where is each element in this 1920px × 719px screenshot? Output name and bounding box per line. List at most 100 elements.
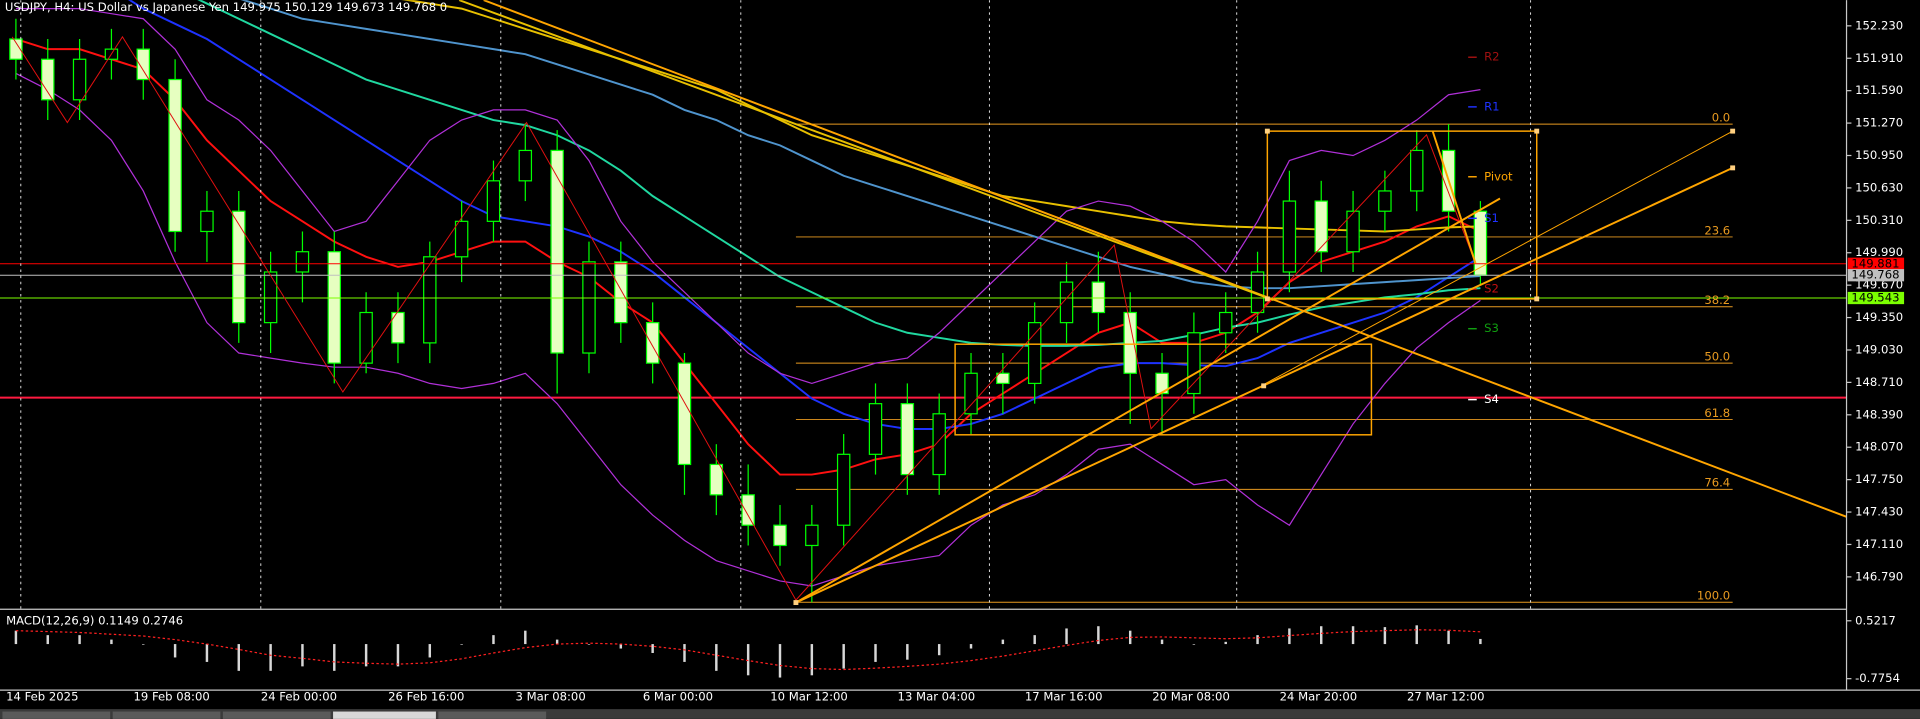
macd-bar [142, 644, 145, 645]
macd-bar [1192, 644, 1196, 645]
anchor [1261, 383, 1267, 389]
trendline [795, 197, 1501, 604]
candle-body [932, 413, 946, 476]
macd-bar [14, 630, 18, 645]
candle-body [1346, 210, 1360, 253]
candle-body [9, 38, 23, 60]
macd-bar [173, 644, 177, 658]
macd-bar [46, 635, 49, 645]
tab-bar [0, 709, 1920, 719]
x-tick-label: 24 Feb 00:00 [261, 689, 337, 703]
y-tick-label: 147.430 [1855, 505, 1903, 519]
anchor-points [793, 128, 1736, 606]
tab[interactable] [2, 711, 111, 719]
x-tick-label: 19 Feb 08:00 [133, 689, 209, 703]
price-tag-label: 149.768 [1851, 268, 1899, 282]
anchor [1264, 296, 1270, 302]
macd-bar [842, 644, 845, 669]
rectangle [954, 343, 1373, 436]
candle-body [964, 372, 978, 415]
candle-body [168, 78, 182, 233]
macd-bar [1001, 639, 1005, 645]
tab-strip [0, 709, 1920, 719]
candle-body [1410, 149, 1424, 192]
candle-body [295, 251, 310, 273]
macd-bar [1415, 625, 1418, 645]
chart-header: USDJPY, H4: US Dollar vs Japanese Yen 14… [5, 0, 447, 14]
tab[interactable] [438, 711, 547, 719]
fib-label: 50.0 [1704, 350, 1730, 364]
y-tick-label: 151.270 [1855, 116, 1903, 130]
trendline [458, 0, 1274, 302]
price-tag [1847, 291, 1905, 305]
y-tick-label: 148.070 [1855, 440, 1903, 454]
anchor [1264, 128, 1270, 134]
pivot-label: S4 [1484, 392, 1499, 406]
macd-bar [874, 644, 877, 662]
candle-body [550, 149, 564, 354]
tab[interactable] [112, 711, 221, 719]
macd-bar [1256, 635, 1259, 645]
y-tick-label: 152.230 [1855, 18, 1903, 32]
candle-body [1059, 281, 1074, 324]
pivot-label: S2 [1484, 282, 1499, 296]
candle-body [836, 453, 851, 526]
macd-label: MACD(12,26,9) 0.1149 0.2746 [6, 613, 183, 627]
macd-tick-label: 0.5217 [1855, 613, 1896, 627]
x-tick-label: 17 Mar 16:00 [1025, 689, 1103, 703]
x-tick-label: 13 Mar 04:00 [898, 689, 976, 703]
macd-bar [587, 644, 591, 645]
fib-label: 0.0 [1712, 110, 1731, 124]
macd-bar [78, 635, 81, 645]
candle-body [996, 372, 1010, 385]
candle-body [359, 311, 373, 364]
candle-body [773, 524, 787, 547]
trendlines [458, 0, 1847, 604]
price-tag [1847, 269, 1905, 282]
y-tick-label: 146.790 [1855, 569, 1903, 583]
anchor [1730, 165, 1736, 171]
indicator-line [15, 8, 1481, 385]
x-tick-label: 6 Mar 00:00 [643, 689, 713, 703]
candle-body [1027, 322, 1042, 385]
x-tick-label: 24 Mar 20:00 [1280, 689, 1358, 703]
y-tick-label: 149.030 [1855, 342, 1903, 356]
macd-bar [492, 635, 495, 645]
candle-body [200, 210, 214, 233]
macd-bar [746, 644, 750, 676]
macd-bar [1033, 635, 1036, 645]
y-tick-label: 150.310 [1855, 213, 1903, 227]
macd-bar [205, 644, 209, 662]
candle-body [900, 403, 915, 476]
macd-bar [1065, 628, 1068, 645]
macd-bar [524, 630, 527, 645]
tab[interactable] [222, 711, 331, 719]
y-tick-label: 148.710 [1855, 375, 1903, 389]
macd-tick-label: -0.7754 [1855, 671, 1900, 685]
candle-body [1218, 311, 1233, 334]
pivot-label: S1 [1484, 211, 1499, 225]
y-tick-label: 148.390 [1855, 407, 1903, 421]
y-tick-label: 151.910 [1855, 51, 1903, 65]
macd-bar [460, 644, 463, 645]
candle-body [454, 220, 469, 258]
fib-label: 23.6 [1704, 223, 1730, 237]
candle-body [327, 251, 342, 364]
zigzag [11, 35, 1476, 601]
candle-body [1314, 200, 1328, 253]
fib-label: 76.4 [1704, 476, 1730, 490]
macd-bar [333, 644, 336, 671]
macd-bar [1383, 627, 1387, 645]
tab-active[interactable] [333, 711, 436, 719]
price-tag-label: 149.881 [1851, 256, 1899, 270]
anchor [1730, 128, 1736, 134]
macd-bar [1288, 628, 1291, 645]
pivot-label: Pivot [1484, 169, 1513, 183]
drawings [11, 0, 1847, 609]
y-tick-label: 149.990 [1855, 245, 1903, 259]
candle-body [518, 149, 533, 182]
pivot-label: S3 [1484, 321, 1499, 335]
candle-body [709, 463, 724, 496]
macd-bar [364, 644, 368, 667]
